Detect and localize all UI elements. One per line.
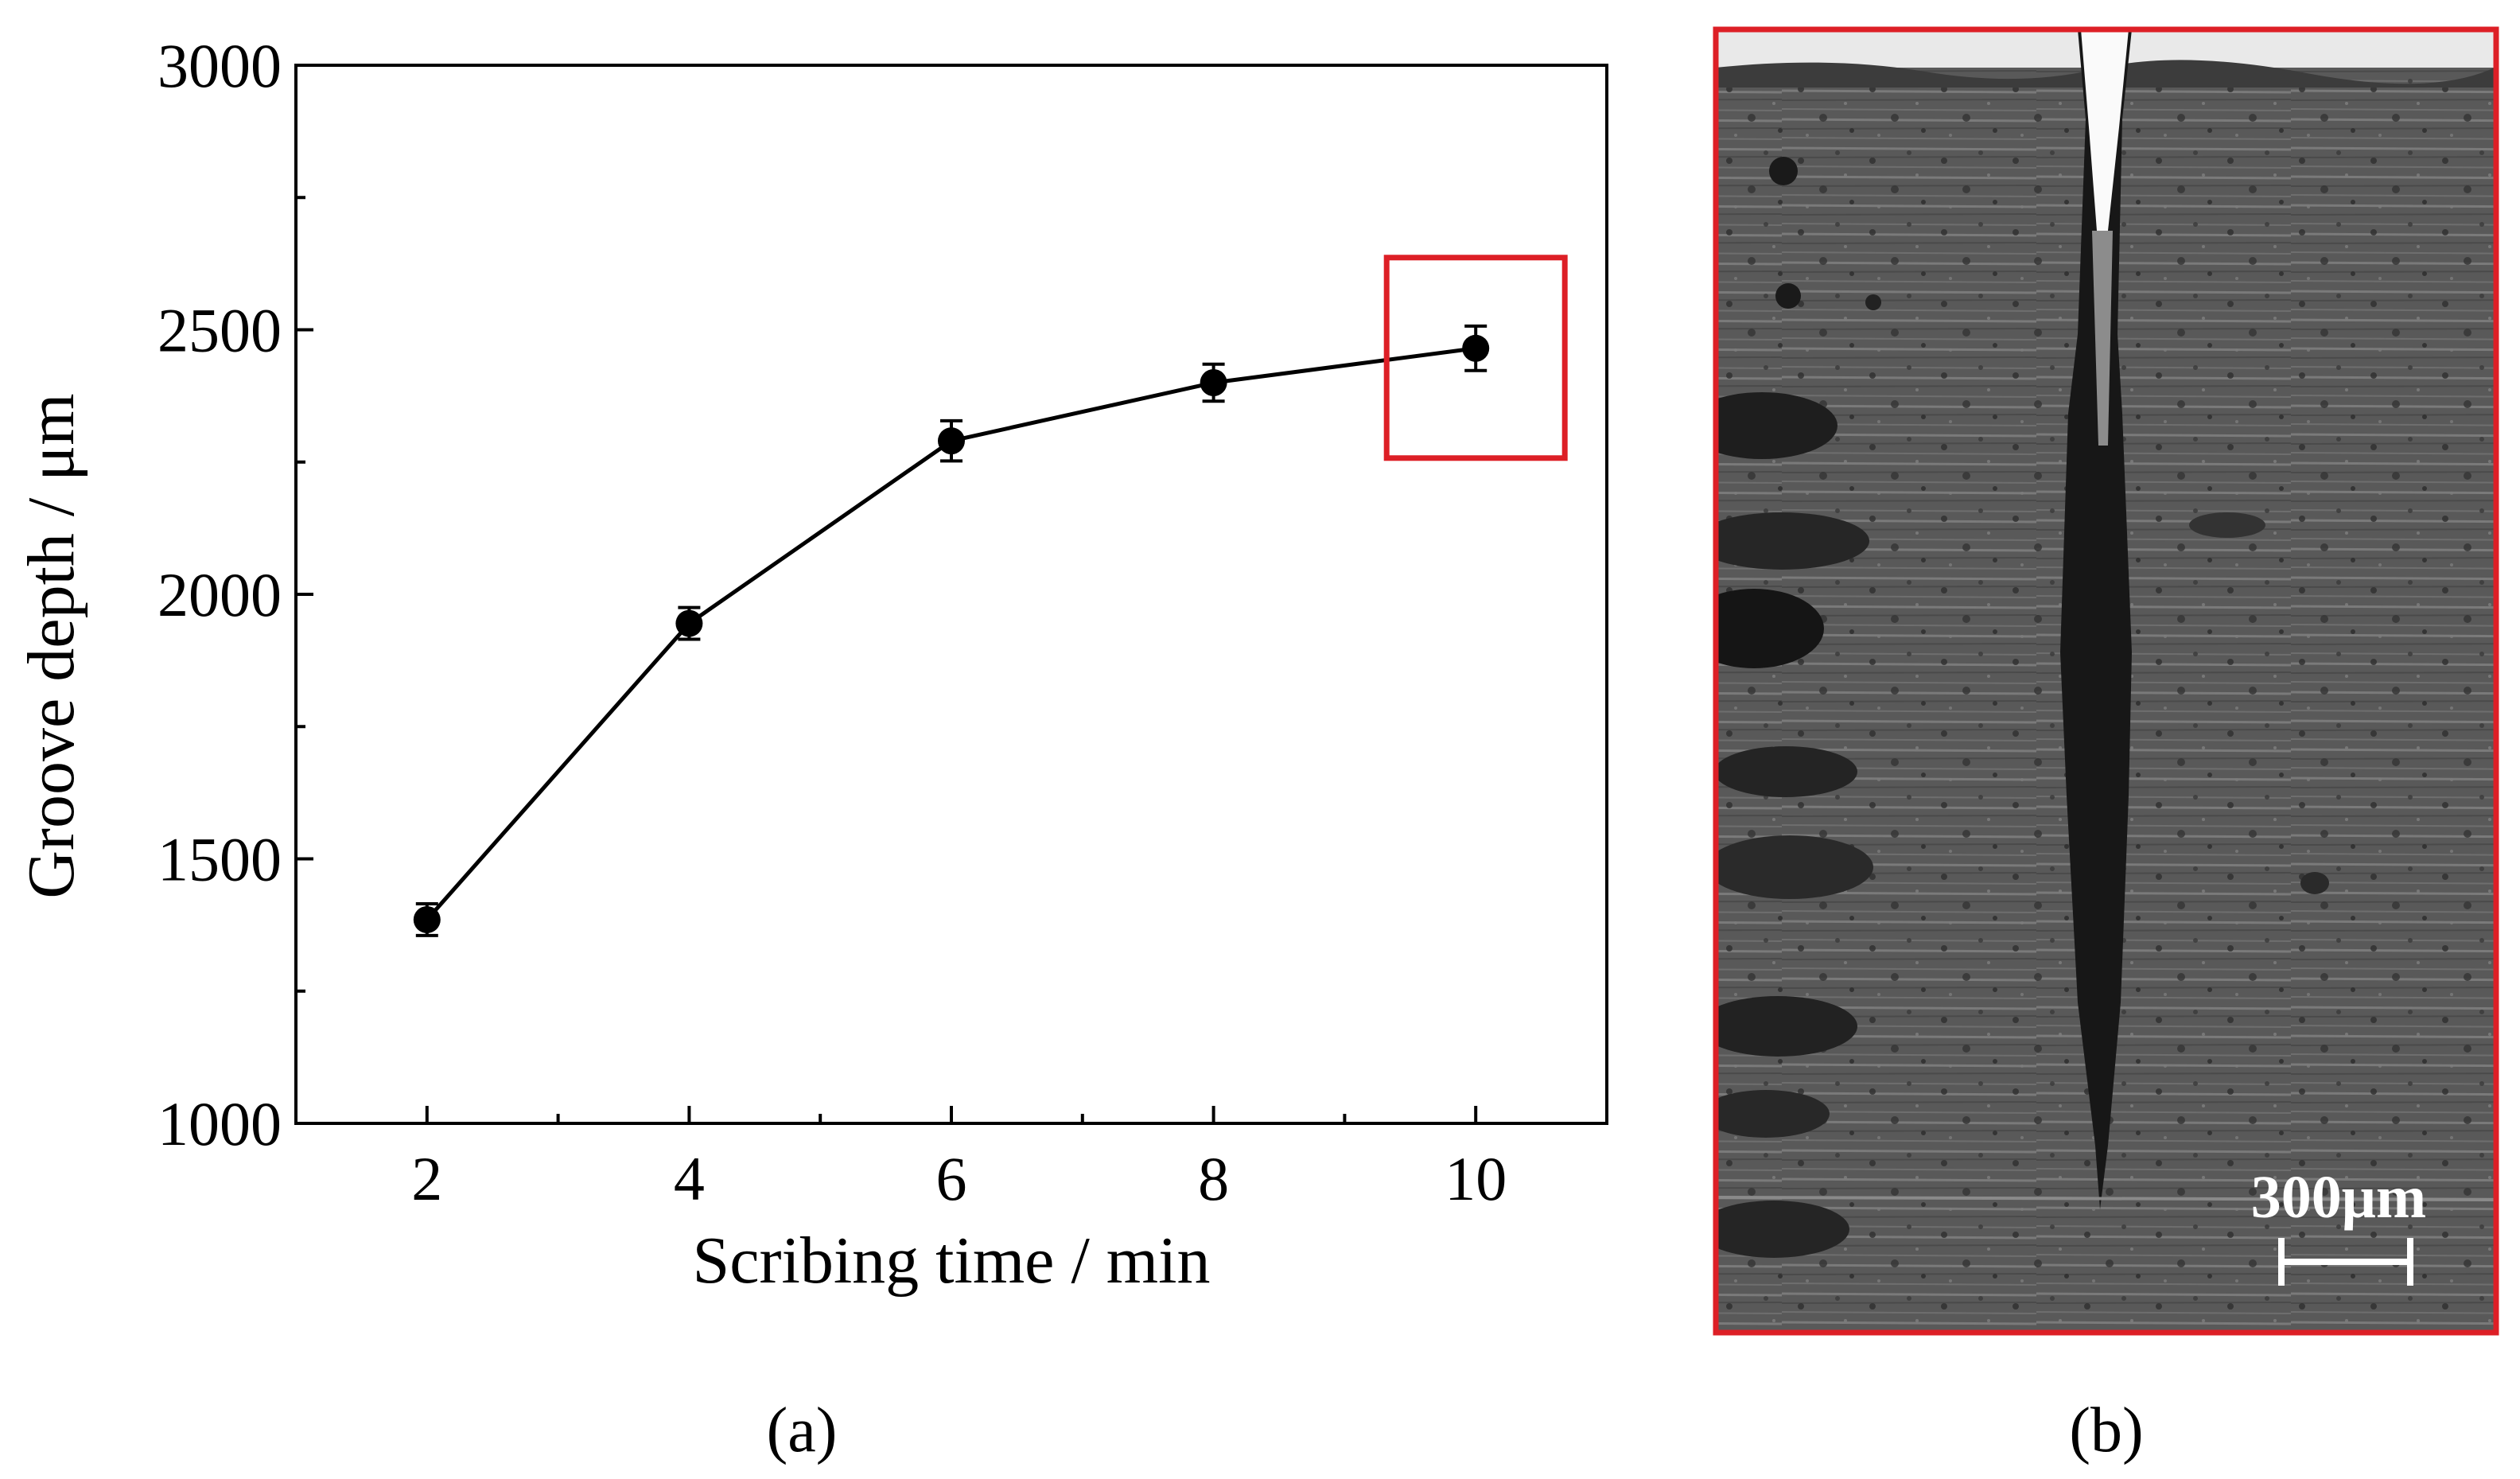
y-tick-label: 1000 xyxy=(158,1089,282,1158)
x-tick-label: 6 xyxy=(936,1144,967,1213)
data-point xyxy=(675,609,703,637)
groove-depth-chart: 1000 1500 2000 2500 3000 2 4 6 8 10 Scribing tim… xyxy=(14,31,1608,1465)
scale-bar-label: 300μm xyxy=(2251,1164,2426,1231)
y-tick-label: 3000 xyxy=(158,31,282,100)
x-axis-title: Scribing time / min xyxy=(693,1224,1211,1298)
data-points xyxy=(413,334,1490,933)
data-point xyxy=(1462,334,1490,362)
panel-a-label: (a) xyxy=(767,1395,838,1465)
y-tick-label: 2500 xyxy=(158,296,282,365)
sem-micrograph: 300μm (b) xyxy=(1713,26,2499,1465)
y-axis-ticks xyxy=(296,64,313,1125)
data-point xyxy=(413,905,441,933)
panel-b-label: (b) xyxy=(2069,1395,2143,1465)
plot-frame xyxy=(294,64,1608,1125)
x-axis-tick-labels: 2 4 6 8 10 xyxy=(411,1144,1507,1213)
y-tick-label: 1500 xyxy=(158,825,282,894)
y-tick-label: 2000 xyxy=(158,560,282,629)
x-tick-label: 10 xyxy=(1445,1144,1507,1213)
data-point xyxy=(1200,369,1227,396)
highlight-box xyxy=(1383,255,1568,461)
error-bars xyxy=(415,324,1488,937)
x-tick-label: 4 xyxy=(674,1144,705,1213)
data-point xyxy=(938,427,965,455)
y-axis-tick-labels: 1000 1500 2000 2500 3000 xyxy=(158,31,282,1158)
x-tick-label: 2 xyxy=(411,1144,442,1213)
x-axis-ticks xyxy=(425,1106,1478,1123)
y-axis-title: Groove depth / μm xyxy=(14,393,88,898)
scale-bar xyxy=(2278,1238,2413,1286)
x-tick-label: 8 xyxy=(1198,1144,1229,1213)
micrograph-border xyxy=(1713,26,2499,1336)
